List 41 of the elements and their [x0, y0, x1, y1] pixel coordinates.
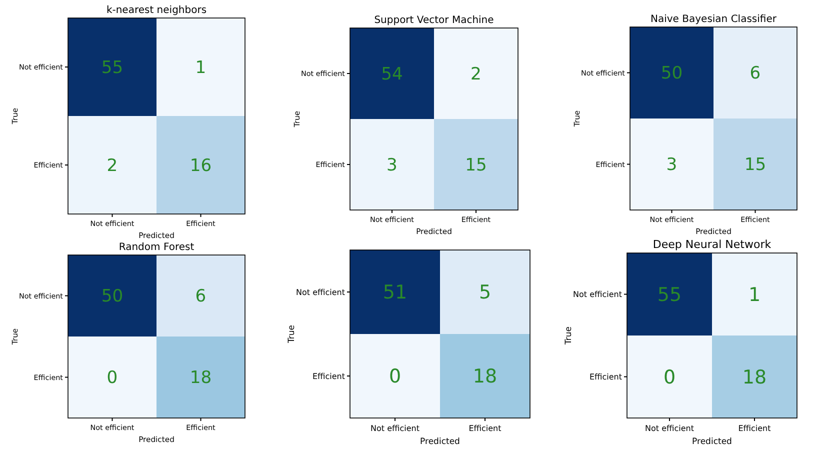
y-tick-label: Efficient: [589, 372, 622, 382]
chart-title: Deep Neural Network: [652, 238, 772, 251]
data-label: 51: [382, 282, 408, 304]
chart-title: Support Vector Machine: [374, 15, 494, 26]
data-label: 15: [744, 155, 766, 176]
x-tick-label: Efficient: [738, 424, 771, 433]
x-tick-label: Not efficient: [645, 424, 694, 433]
data-label: 18: [190, 368, 212, 388]
data-label: 0: [663, 366, 676, 388]
y-tick-label: Efficient: [312, 372, 345, 381]
data-label: 50: [660, 64, 683, 84]
data-label: 0: [106, 368, 118, 388]
chart-title: Naive Bayesian Classifier: [650, 14, 778, 25]
data-label: 3: [666, 155, 678, 176]
data-label: 2: [106, 156, 118, 176]
x-axis-title: Predicted: [692, 437, 732, 447]
y-axis-title: True: [287, 324, 297, 344]
data-label: 55: [657, 284, 682, 306]
data-label: 16: [190, 156, 212, 176]
data-label: 15: [465, 155, 487, 176]
data-label: 18: [472, 366, 498, 388]
data-label: 3: [386, 155, 398, 176]
y-tick-label: Not efficient: [573, 290, 622, 300]
chart-title: Random Forest: [118, 242, 194, 253]
data-label: 6: [195, 286, 206, 307]
x-tick-label: Not efficient: [370, 424, 420, 433]
data-label: 55: [101, 58, 124, 78]
data-label: 1: [195, 58, 206, 78]
data-label: 6: [750, 64, 761, 84]
data-label: 0: [388, 366, 402, 388]
data-label: 1: [748, 284, 761, 306]
x-tick-label: Efficient: [468, 424, 502, 433]
data-label: 50: [101, 286, 124, 307]
data-label: 54: [381, 64, 403, 84]
chart-title: k-nearest neighbors: [106, 5, 207, 16]
data-label: 5: [478, 282, 492, 304]
x-axis-title: Predicted: [420, 437, 460, 447]
y-tick-label: Not efficient: [296, 288, 345, 297]
y-axis-title: True: [564, 326, 574, 346]
data-label: 2: [470, 64, 482, 84]
data-label: 18: [742, 366, 767, 388]
